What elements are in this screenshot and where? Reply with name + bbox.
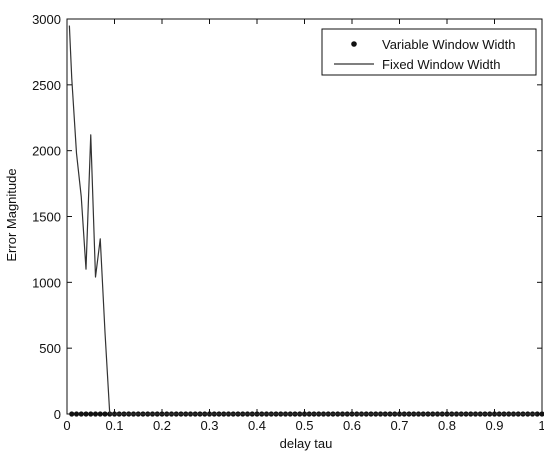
data-point-variable-window-width — [88, 411, 94, 417]
y-axis-label: Error Magnitude — [4, 168, 19, 261]
plot-frame — [66, 18, 543, 415]
axes-layer — [66, 18, 543, 415]
x-tick-label: 0.7 — [390, 418, 408, 433]
x-tick-label: 0.2 — [153, 418, 171, 433]
x-tick-label: 0.4 — [248, 418, 266, 433]
data-point-variable-window-width — [78, 411, 84, 417]
y-tick-label: 0 — [54, 407, 61, 422]
y-tick-label: 1500 — [32, 210, 61, 225]
x-tick-label: 0.8 — [438, 418, 456, 433]
x-tick-label: 0.9 — [485, 418, 503, 433]
legend: Variable Window Width Fixed Window Width — [321, 28, 537, 76]
legend-label: Variable Window Width — [382, 37, 515, 52]
x-tick-label: 0.5 — [295, 418, 313, 433]
data-point-variable-window-width — [102, 411, 108, 417]
data-point-variable-window-width — [83, 411, 89, 417]
ticks-layer: 0 0.1 0.2 0.3 0.4 0.5 0.6 0.7 0.8 0.9 1 0 500 1000 150… — [32, 12, 544, 433]
x-tick-label: 0.6 — [343, 418, 361, 433]
y-tick-label: 2000 — [32, 144, 61, 159]
y-tick-label: 2500 — [32, 78, 61, 93]
legend-label: Fixed Window Width — [382, 57, 500, 72]
y-tick-label: 3000 — [32, 12, 61, 27]
x-axis-label: delay tau — [280, 436, 333, 451]
y-tick-label: 500 — [39, 341, 61, 356]
series-layer — [68, 25, 544, 417]
y-tick-label: 1000 — [32, 275, 61, 290]
series-line-fixed-window-width — [68, 25, 542, 415]
x-tick-label: 0.1 — [105, 418, 123, 433]
x-tick-label: 0.3 — [200, 418, 218, 433]
data-point-variable-window-width — [97, 411, 103, 417]
legend-marker-sample — [351, 41, 357, 47]
data-point-variable-window-width — [92, 411, 99, 417]
x-tick-label: 0 — [63, 418, 70, 433]
x-tick-label: 1 — [538, 418, 544, 433]
data-point-variable-window-width — [73, 411, 80, 417]
legend-box — [321, 28, 537, 76]
